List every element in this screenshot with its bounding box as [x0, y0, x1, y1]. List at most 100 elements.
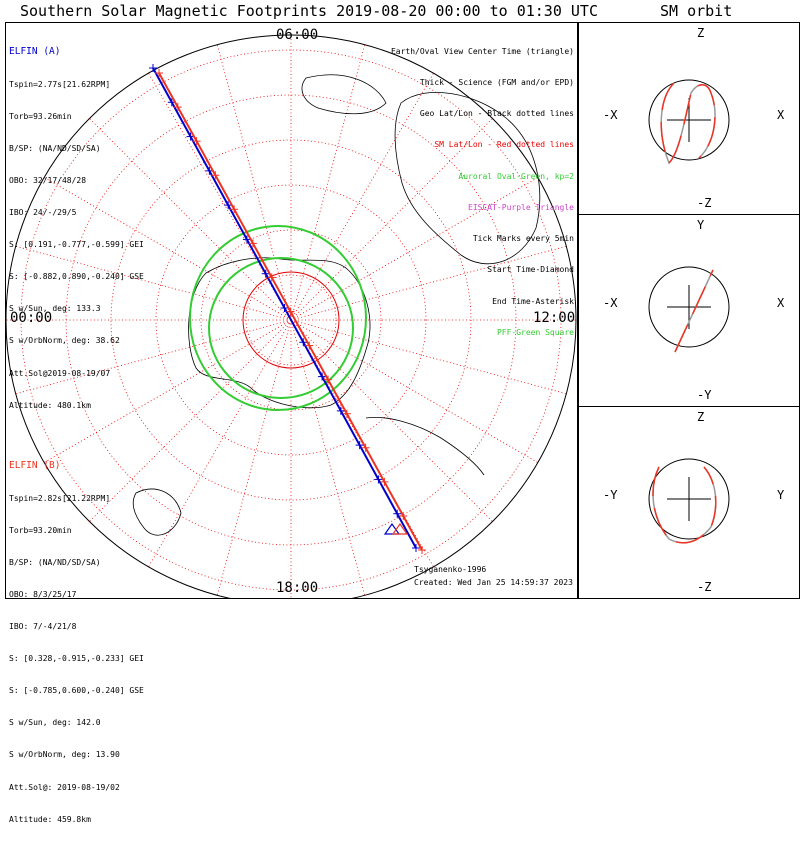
legend-item: SM Lat/Lon - Red dotted lines — [434, 140, 574, 150]
earth-circle — [648, 266, 730, 348]
sat-b-line: OBO: 8/3/25/17 — [9, 589, 77, 599]
orbit-axis-top: Z — [697, 26, 704, 40]
auroral-oval-inner — [208, 257, 354, 399]
coastline — [394, 92, 541, 265]
sm-longitude-line — [290, 319, 366, 596]
view-center-triangle-b — [391, 522, 409, 535]
sat-b-line: Torb=93.20min — [9, 525, 72, 535]
sat-a-line: OBO: 32/17/48/28 — [9, 175, 87, 185]
orbit-plot-yz: Z -Z -Y Y — [603, 410, 785, 594]
track-elfin-b-tick — [418, 546, 426, 554]
orbit-plot-xz: Z -Z -X X — [603, 26, 785, 210]
sat-a-info: ELFIN (A) Tspin=2.77s[21.62RPM] Torb=93.… — [9, 26, 144, 433]
sat-a-line: S w/OrbNorm, deg: 38.62 — [9, 336, 120, 346]
orbit-title: SM orbit — [660, 2, 733, 20]
legend-item: Earth/Oval View Center Time (triangle) — [390, 46, 574, 56]
orbit-trace — [652, 466, 717, 544]
sat-a-line: S: [-0.882,0.890,-0.240] GSE — [9, 272, 144, 282]
sat-a-line: IBO: 24/-/29/5 — [9, 207, 77, 217]
orbit-axis-top: Y — [697, 218, 705, 232]
coastline — [301, 74, 387, 115]
legend-item: PFF-Green Square — [496, 327, 574, 337]
sat-b-line: Att.Sol@: 2019-08-19/02 — [9, 782, 120, 792]
sat-b-line: S: [0.328,-0.915,-0.233] GEI — [9, 654, 144, 664]
created-timestamp: Created: Wed Jan 25 14:59:37 2023 — [414, 578, 573, 587]
map-legend: Earth/Oval View Center Time (triangle) T… — [391, 26, 574, 359]
sat-b-line: Tspin=2.82s[21.22RPM] — [9, 493, 111, 503]
orbit-axis-left: -X — [603, 296, 618, 310]
sat-a-line: Att.Sol@2019-08-19/07 — [9, 368, 111, 378]
orbit-trace — [660, 82, 716, 165]
model-credit: Tsyganenko-1996 — [414, 565, 487, 574]
sat-a-line: Torb=93.26min — [9, 111, 72, 121]
satellite-tracks — [149, 64, 426, 554]
legend-item: EISCAT-Purple Triangle — [468, 202, 574, 212]
orbit-trace-science — [674, 269, 714, 353]
map-boundary — [6, 34, 577, 598]
track-elfin-a-tick — [280, 304, 289, 312]
earth-circle — [648, 79, 730, 161]
legend-item: Auroral Oval-Green, kp=2 — [458, 171, 574, 181]
track-elfin-a-tick — [412, 544, 420, 552]
coastline — [132, 488, 182, 536]
footprint-map: 06:00 00:00 12:00 18:00 — [6, 27, 577, 598]
track-elfin-b-tick — [248, 239, 257, 248]
sat-b-line: S w/OrbNorm, deg: 13.90 — [9, 750, 120, 760]
orbit-axis-bottom: -Z — [697, 196, 711, 210]
coastline — [365, 417, 485, 476]
track-elfin-b-tick — [211, 171, 220, 180]
sm-latitude-ring — [245, 274, 337, 366]
orbit-axis-right: X — [777, 108, 785, 122]
orbit-axis-bottom: -Z — [697, 580, 711, 594]
sat-a-line: Altitude: 480.1km — [9, 400, 91, 410]
legend-item: Tick Marks every 5min — [472, 234, 574, 244]
sm-longitude-line — [148, 72, 292, 321]
sat-b-line: S: [-0.785,0.600,-0.240] GSE — [9, 686, 144, 696]
orbit-plot-xy: Y -Y -X X — [603, 218, 785, 402]
time-label-left: 00:00 — [10, 310, 52, 326]
track-elfin-b-tick — [305, 341, 314, 350]
sat-b-name: ELFIN (B) — [9, 460, 61, 472]
orbit-axis-bottom: -Y — [697, 388, 712, 402]
track-elfin-b-tick — [380, 477, 389, 486]
sat-b-info: ELFIN (B) Tspin=2.82s[21.22RPM] Torb=93.… — [9, 440, 144, 847]
orbit-axis-right: Y — [777, 488, 785, 502]
track-elfin-b-tick — [324, 375, 333, 384]
orbit-trace-science — [660, 82, 716, 165]
track-elfin-a-tick — [299, 338, 308, 347]
sat-b-line: S w/Sun, deg: 142.0 — [9, 718, 101, 728]
time-label-top: 06:00 — [276, 27, 318, 43]
orbit-trace-science — [652, 466, 717, 544]
legend-item: Start Time-Diamond — [487, 265, 574, 275]
orbit-panel-xy: Y -Y -X X — [578, 214, 800, 407]
track-elfin-a-tick — [149, 64, 157, 72]
sm-latitude-ring — [110, 139, 472, 501]
time-label-bottom: 18:00 — [276, 580, 318, 596]
orbit-axis-left: -Y — [603, 488, 618, 502]
page-title: Southern Solar Magnetic Footprints 2019-… — [20, 2, 598, 20]
sm-longitude-line — [216, 44, 292, 321]
auroral-oval — [189, 225, 367, 411]
track-elfin-a-tick — [336, 406, 345, 415]
orbit-panel-xz: Z -Z -X X — [578, 22, 800, 215]
track-elfin-b-tick — [286, 307, 295, 316]
sm-longitude-line — [216, 319, 292, 596]
sat-b-line: IBO: 7/-4/21/8 — [9, 621, 77, 631]
track-elfin-b-tick — [173, 103, 182, 112]
track-elfin-b-tick — [230, 205, 239, 214]
track-elfin-b-tick — [361, 443, 370, 452]
track-elfin-a-tick — [374, 475, 383, 484]
sat-a-name: ELFIN (A) — [9, 46, 61, 58]
map-grid — [6, 34, 577, 598]
track-elfin-a-tick — [242, 235, 251, 244]
time-label-right: 12:00 — [533, 310, 575, 326]
sm-longitude-line — [148, 319, 292, 568]
legend-item: Thick - Science (FGM and/or EPD) — [419, 78, 574, 88]
sat-a-line: S w/Sun, deg: 133.3 — [9, 304, 101, 314]
track-elfin-a-tick — [393, 509, 402, 518]
sm-pole-ring — [242, 271, 340, 369]
sat-a-line: B/SP: (NA/ND/SD/SA) — [9, 143, 101, 153]
sat-b-line: Altitude: 459.8km — [9, 814, 91, 824]
orbit-axis-left: -X — [603, 108, 618, 122]
track-elfin-a-tick — [261, 269, 270, 278]
